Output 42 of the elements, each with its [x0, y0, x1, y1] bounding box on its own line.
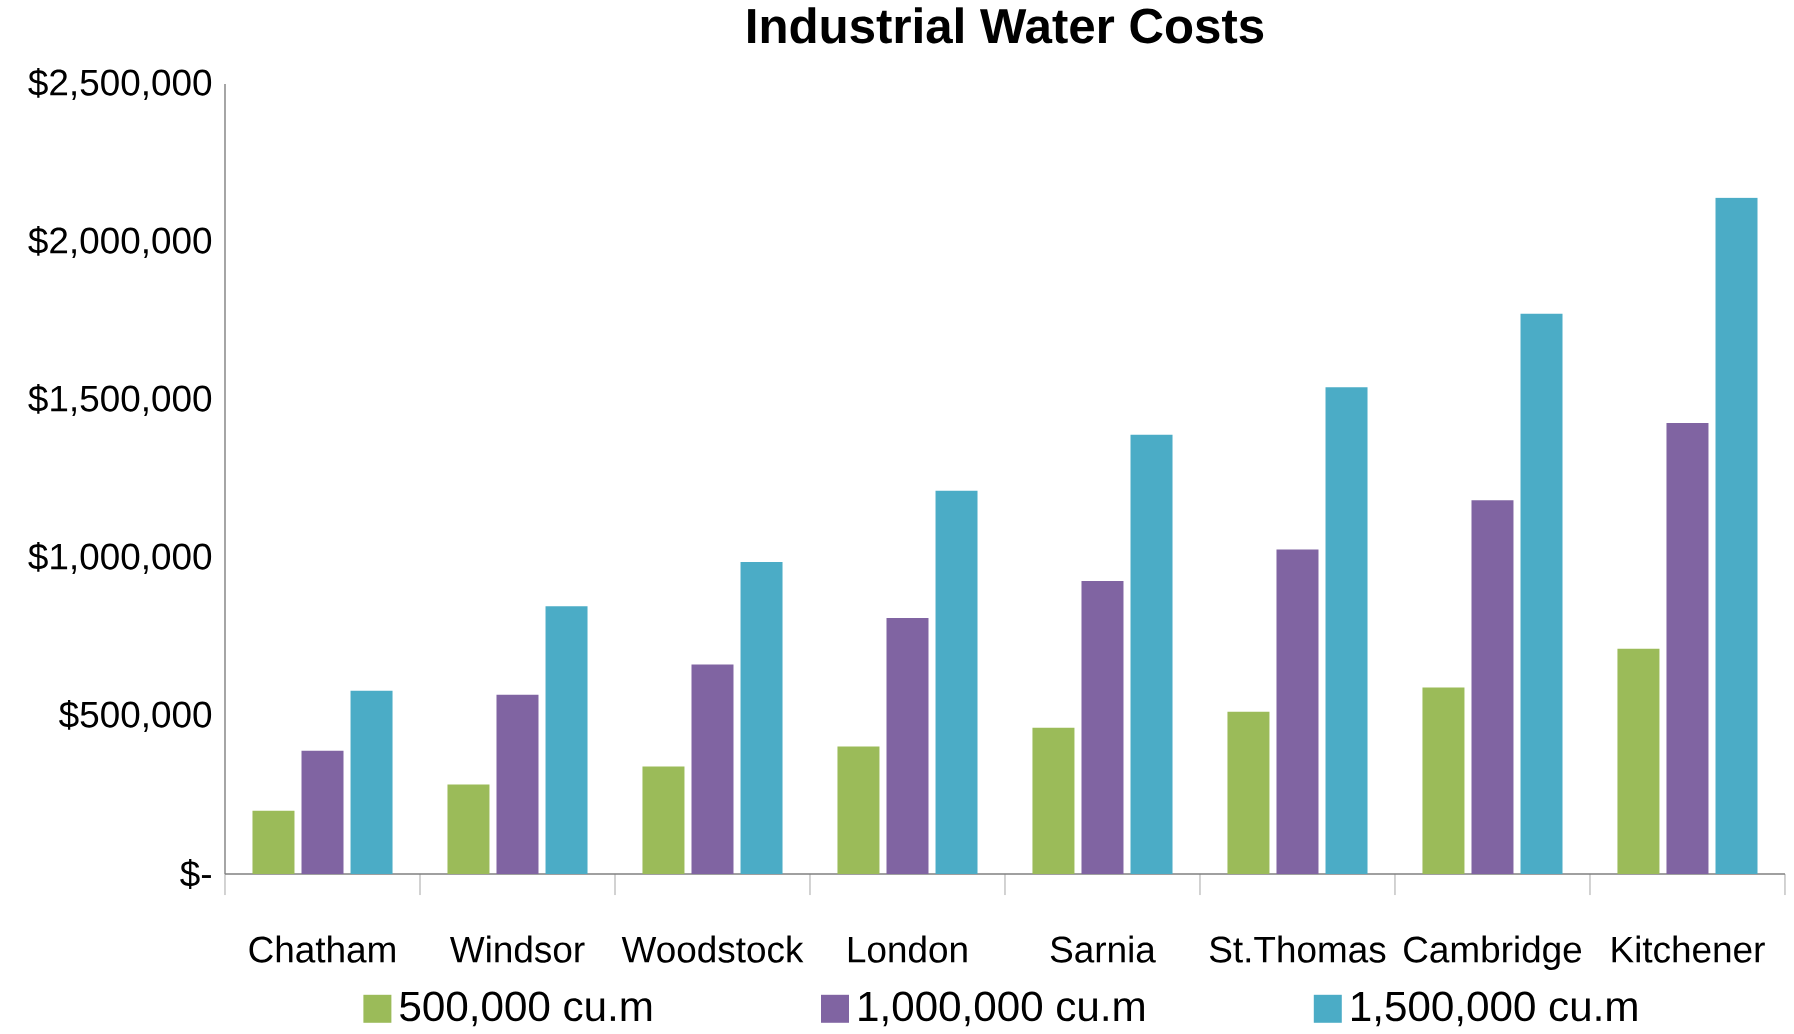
bar — [837, 746, 880, 874]
x-tick-label: Chatham — [249, 935, 395, 963]
bar — [1422, 687, 1465, 874]
x-tick-label: Woodstock — [621, 935, 804, 963]
bar — [252, 810, 295, 874]
bar — [350, 690, 393, 874]
bar — [1666, 423, 1709, 874]
x-tick-label: Cambridge — [1404, 935, 1582, 971]
bar — [1520, 313, 1563, 874]
bar — [1130, 434, 1173, 874]
x-tick-label: Windsor — [449, 935, 585, 963]
bar — [301, 750, 344, 874]
bar — [886, 618, 929, 874]
x-tick-label: Sarnia — [1050, 935, 1156, 963]
x-tick-label: London — [848, 935, 967, 963]
y-tick-label: $2,500,000 — [28, 68, 212, 101]
x-tick-label: St.Thomas — [1209, 935, 1386, 963]
y-tick-label: $2,000,000 — [28, 226, 212, 259]
bar — [642, 766, 685, 874]
bar — [1032, 727, 1075, 874]
legend-label: 500,000 cu.m — [400, 991, 652, 1027]
bar — [1715, 197, 1758, 874]
y-tick-label: $1,000,000 — [28, 542, 212, 575]
chart-title: Industrial Water Costs — [748, 7, 1264, 44]
bar — [1227, 711, 1270, 874]
y-tick-label: $500,000 — [59, 700, 212, 733]
legend-label: 1,500,000 cu.m — [1352, 991, 1637, 1027]
y-tick-label: $1,500,000 — [28, 384, 212, 417]
x-tick-label: Kitchener — [1612, 935, 1765, 963]
bar — [691, 664, 734, 874]
bar — [1081, 581, 1124, 874]
y-tick-label: $- — [180, 859, 211, 889]
bar — [1276, 549, 1319, 874]
bar — [545, 606, 588, 874]
bar — [1325, 387, 1368, 874]
bar — [740, 562, 783, 874]
bar — [447, 784, 490, 874]
bar — [1471, 500, 1514, 874]
bar — [1617, 648, 1660, 874]
legend-label: 1,000,000 cu.m — [859, 991, 1144, 1027]
bar — [496, 694, 539, 874]
bar — [935, 490, 978, 874]
